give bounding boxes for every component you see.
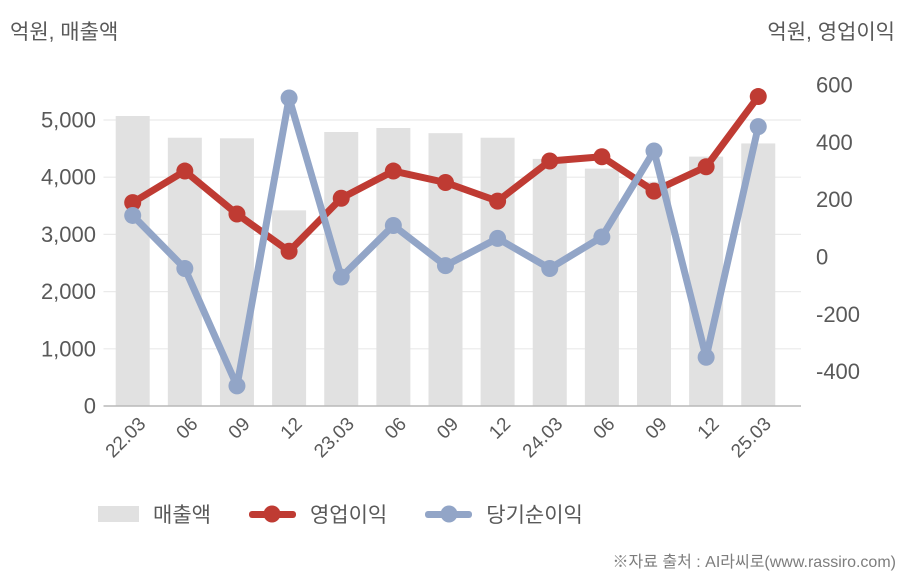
x-tick-label: 23.03 bbox=[310, 414, 358, 462]
legend-label-net-income: 당기순이익 bbox=[486, 504, 583, 527]
y-tick-label-left: 1,000 bbox=[41, 336, 96, 361]
y-tick-label-left: 3,000 bbox=[41, 222, 96, 247]
operating-profit-point bbox=[541, 152, 559, 170]
net-income-point bbox=[593, 228, 611, 246]
legend-item-net-income: 당기순이익 bbox=[425, 499, 583, 529]
net-income-point bbox=[332, 268, 350, 286]
net-income-point bbox=[645, 142, 663, 160]
y-tick-label-right: 0 bbox=[816, 245, 828, 270]
x-tick-label: 06 bbox=[590, 414, 620, 444]
operating-profit-point bbox=[489, 192, 507, 210]
x-tick-label: 24.03 bbox=[519, 414, 567, 462]
revenue-bar bbox=[584, 168, 619, 406]
legend-item-operating-profit: 영업이익 bbox=[248, 499, 388, 529]
y-tick-label-right: 400 bbox=[816, 130, 853, 155]
y-tick-label-right: 200 bbox=[816, 187, 853, 212]
left-axis-title: 억원, 매출액 bbox=[10, 21, 119, 44]
x-tick-label: 09 bbox=[225, 414, 255, 444]
revenue-bar bbox=[532, 158, 567, 406]
operating-profit-point bbox=[228, 205, 246, 223]
revenue-bar bbox=[637, 181, 671, 406]
operating-profit-point bbox=[593, 148, 611, 166]
legend-item-revenue: 매출액 bbox=[98, 499, 211, 529]
right-axis-title: 억원, 영업이익 bbox=[767, 21, 895, 44]
chart-plot: 0 1,000 2,000 3,000 4,000 5,000 600 400 200 0 -200… bbox=[41, 73, 860, 463]
net-income-point bbox=[697, 348, 715, 366]
x-tick-label: 06 bbox=[173, 414, 203, 444]
x-tick-label: 12 bbox=[485, 414, 515, 444]
operating-profit-line-swatch-icon bbox=[248, 505, 296, 523]
operating-profit-point bbox=[384, 162, 402, 180]
y-tick-label-left: 5,000 bbox=[41, 108, 96, 133]
legend-label-revenue: 매출액 bbox=[153, 504, 211, 527]
revenue-bar-swatch-icon bbox=[98, 506, 139, 522]
source-attribution: ※자료 출처 : AI라씨로(www.rassiro.com) bbox=[612, 554, 896, 571]
x-tick-label: 22.03 bbox=[102, 414, 150, 462]
operating-profit-point bbox=[436, 174, 454, 192]
x-tick-label: 06 bbox=[381, 414, 411, 444]
net-income-point bbox=[384, 216, 402, 234]
y-tick-label-left: 0 bbox=[84, 394, 96, 419]
operating-profit-dot-icon bbox=[263, 505, 281, 523]
y-tick-label-left: 4,000 bbox=[41, 165, 96, 190]
y-tick-label-right: -200 bbox=[816, 302, 860, 327]
operating-profit-point bbox=[645, 182, 663, 200]
operating-profit-point bbox=[697, 158, 715, 176]
net-income-point bbox=[489, 229, 507, 247]
operating-profit-point bbox=[124, 194, 142, 212]
operating-profit-point bbox=[176, 162, 194, 180]
y-tick-label-right: -400 bbox=[816, 359, 860, 384]
chart-legend: 매출액 영업이익 당기순이익 bbox=[98, 499, 583, 529]
net-income-point bbox=[124, 206, 142, 224]
net-income-dot-icon bbox=[440, 505, 458, 523]
net-income-point bbox=[749, 118, 767, 136]
x-tick-label: 12 bbox=[694, 414, 724, 444]
net-income-line-swatch-icon bbox=[425, 505, 473, 523]
operating-profit-point bbox=[749, 88, 767, 106]
revenue-bar bbox=[689, 156, 724, 406]
net-income-point bbox=[176, 259, 194, 277]
x-tick-label: 09 bbox=[433, 414, 463, 444]
y-tick-label-left: 2,000 bbox=[41, 279, 96, 304]
x-tick-label: 25.03 bbox=[727, 414, 775, 462]
y-tick-label-right: 600 bbox=[816, 73, 853, 98]
x-tick-label: 09 bbox=[642, 414, 672, 444]
net-income-point bbox=[436, 257, 454, 275]
operating-profit-point bbox=[332, 189, 350, 207]
operating-profit-point bbox=[280, 242, 298, 260]
legend-label-operating-profit: 영업이익 bbox=[309, 504, 388, 527]
revenue-bar bbox=[115, 115, 150, 406]
net-income-point bbox=[280, 89, 298, 107]
net-income-point bbox=[541, 259, 559, 277]
revenue-bar bbox=[480, 137, 515, 406]
x-tick-label: 12 bbox=[277, 414, 307, 444]
net-income-point bbox=[228, 377, 246, 395]
